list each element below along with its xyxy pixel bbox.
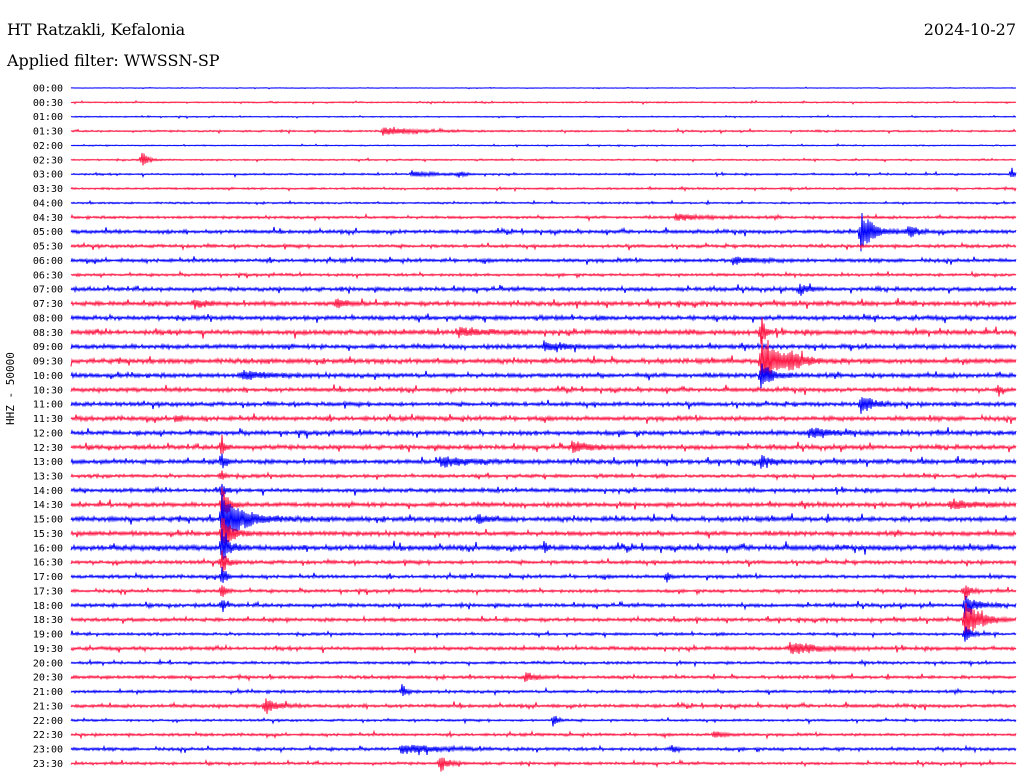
time-tick-label: 17:00 [33,572,63,583]
time-tick-label: 13:00 [33,457,63,468]
seismic-trace [70,453,1017,469]
seismic-trace [70,585,1017,601]
time-tick-label: 11:30 [33,414,63,425]
time-tick-label: 04:30 [33,213,63,224]
seismic-trace [70,494,1017,538]
time-tick-label: 12:00 [33,428,63,439]
seismic-trace [70,212,1017,252]
time-tick-label: 11:00 [33,400,63,411]
seismic-trace [70,256,1017,266]
seismic-trace [70,642,1017,655]
seismic-trace [70,397,1017,414]
time-tick-label: 08:00 [33,313,63,324]
seismic-trace [70,114,1017,120]
time-tick-label: 18:00 [33,601,63,612]
time-tick-label: 16:30 [33,558,63,569]
time-tick-label: 05:00 [33,227,63,238]
time-tick-label: 21:00 [33,687,63,698]
seismic-trace [70,517,1017,545]
date-label: 2024-10-27 [923,20,1016,39]
time-tick-label: 14:00 [33,486,63,497]
seismic-trace [70,483,1017,497]
seismic-trace [70,363,1017,389]
time-tick-label: 23:00 [33,745,63,756]
time-tick-label: 08:30 [33,328,63,339]
time-tick-label: 14:30 [33,500,63,511]
time-tick-label: 15:30 [33,529,63,540]
seismic-trace [70,241,1017,252]
seismic-trace [70,658,1017,668]
seismic-trace [70,317,1017,344]
seismic-trace [70,672,1017,682]
seismic-trace [70,595,1017,619]
time-tick-label: 10:30 [33,385,63,396]
time-tick-label: 22:30 [33,730,63,741]
time-tick-label: 06:00 [33,256,63,267]
seismic-trace [70,684,1017,697]
seismic-trace [70,152,1017,166]
time-tick-label: 16:00 [33,543,63,554]
seismic-trace [70,143,1017,148]
time-tick-label: 01:00 [33,112,63,123]
time-tick-label: 03:00 [33,170,63,181]
time-tick-label: 02:00 [33,141,63,152]
seismic-trace [70,86,1017,90]
seismic-trace [70,427,1017,439]
seismic-trace [70,550,1017,572]
time-tick-label: 00:00 [33,84,63,95]
seismic-trace [70,757,1017,772]
seismic-trace [70,99,1017,106]
time-tick-label: 21:30 [33,701,63,712]
time-tick-label: 18:30 [33,615,63,626]
time-tick-label: 13:30 [33,471,63,482]
seismic-trace [70,167,1017,179]
time-tick-label: 10:00 [33,371,63,382]
station-title: HT Ratzakli, Kefalonia [7,20,185,39]
seismic-trace [70,715,1017,727]
time-tick-label: 20:00 [33,658,63,669]
time-tick-label: 20:30 [33,673,63,684]
seismic-trace [70,213,1017,223]
time-tick-label: 23:30 [33,759,63,770]
seismic-trace [70,470,1017,481]
time-tick-label: 07:30 [33,299,63,310]
seismic-trace [70,729,1017,740]
time-tick-label: 12:30 [33,443,63,454]
seismic-trace [70,336,1017,382]
seismic-trace [70,126,1017,136]
seismic-trace [70,270,1017,280]
time-tick-label: 15:00 [33,515,63,526]
time-tick-label: 09:00 [33,342,63,353]
time-tick-label: 01:30 [33,127,63,138]
seismic-trace [70,626,1017,642]
time-tick-label: 19:30 [33,644,63,655]
seismic-trace [70,384,1017,397]
seismic-trace [70,313,1017,324]
time-tick-label: 17:30 [33,586,63,597]
seismic-trace [70,744,1017,756]
seismic-trace [70,567,1017,583]
time-tick-label: 03:30 [33,184,63,195]
seismic-trace [70,297,1017,310]
time-tick-label: 09:30 [33,357,63,368]
seismic-trace [70,283,1017,296]
time-tick-label: 19:00 [33,630,63,641]
seismic-trace [70,199,1017,206]
seismic-trace [70,434,1017,455]
time-tick-label: 06:30 [33,270,63,281]
time-tick-label: 05:30 [33,242,63,253]
time-tick-label: 07:00 [33,285,63,296]
seismic-trace [70,413,1017,424]
filter-label: Applied filter: WWSSN-SP [7,51,220,70]
seismic-trace [70,528,1017,560]
time-tick-label: 02:30 [33,155,63,166]
seismic-trace [70,185,1017,193]
time-tick-label: 00:30 [33,98,63,109]
seismic-trace [70,602,1017,635]
seismic-trace [70,698,1017,714]
time-tick-label: 04:00 [33,198,63,209]
seismic-trace [70,340,1017,353]
time-tick-label: 22:00 [33,716,63,727]
